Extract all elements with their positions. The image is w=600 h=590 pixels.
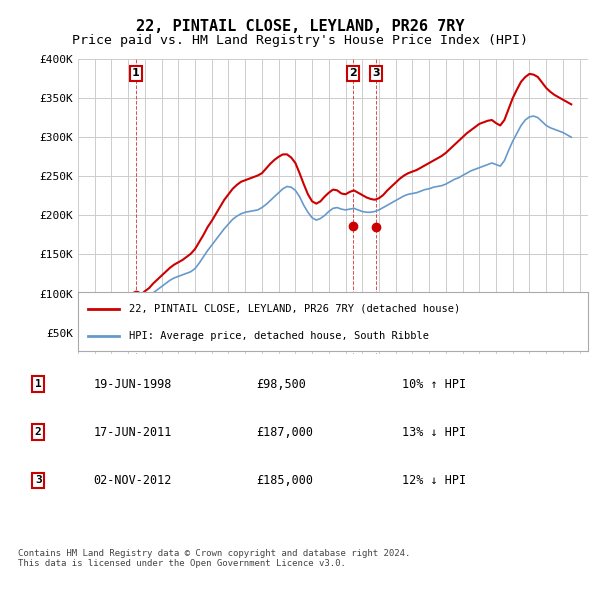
Text: £185,000: £185,000 xyxy=(256,474,313,487)
Text: 3: 3 xyxy=(373,68,380,78)
Text: 19-JUN-1998: 19-JUN-1998 xyxy=(94,378,172,391)
Text: 13% ↓ HPI: 13% ↓ HPI xyxy=(402,426,466,439)
Text: 2: 2 xyxy=(349,68,357,78)
Text: 22, PINTAIL CLOSE, LEYLAND, PR26 7RY (detached house): 22, PINTAIL CLOSE, LEYLAND, PR26 7RY (de… xyxy=(129,304,460,313)
Text: 02-NOV-2012: 02-NOV-2012 xyxy=(94,474,172,487)
Text: 22, PINTAIL CLOSE, LEYLAND, PR26 7RY: 22, PINTAIL CLOSE, LEYLAND, PR26 7RY xyxy=(136,19,464,34)
Text: Contains HM Land Registry data © Crown copyright and database right 2024.
This d: Contains HM Land Registry data © Crown c… xyxy=(18,549,410,568)
Text: 1: 1 xyxy=(132,68,140,78)
Text: £187,000: £187,000 xyxy=(256,426,313,439)
Text: Price paid vs. HM Land Registry's House Price Index (HPI): Price paid vs. HM Land Registry's House … xyxy=(72,34,528,47)
Text: 1: 1 xyxy=(35,379,41,389)
Text: HPI: Average price, detached house, South Ribble: HPI: Average price, detached house, Sout… xyxy=(129,332,429,341)
Text: 3: 3 xyxy=(35,476,41,486)
Text: 12% ↓ HPI: 12% ↓ HPI xyxy=(402,474,466,487)
Text: 17-JUN-2011: 17-JUN-2011 xyxy=(94,426,172,439)
Text: 2: 2 xyxy=(35,427,41,437)
Text: £98,500: £98,500 xyxy=(256,378,307,391)
Text: 10% ↑ HPI: 10% ↑ HPI xyxy=(402,378,466,391)
